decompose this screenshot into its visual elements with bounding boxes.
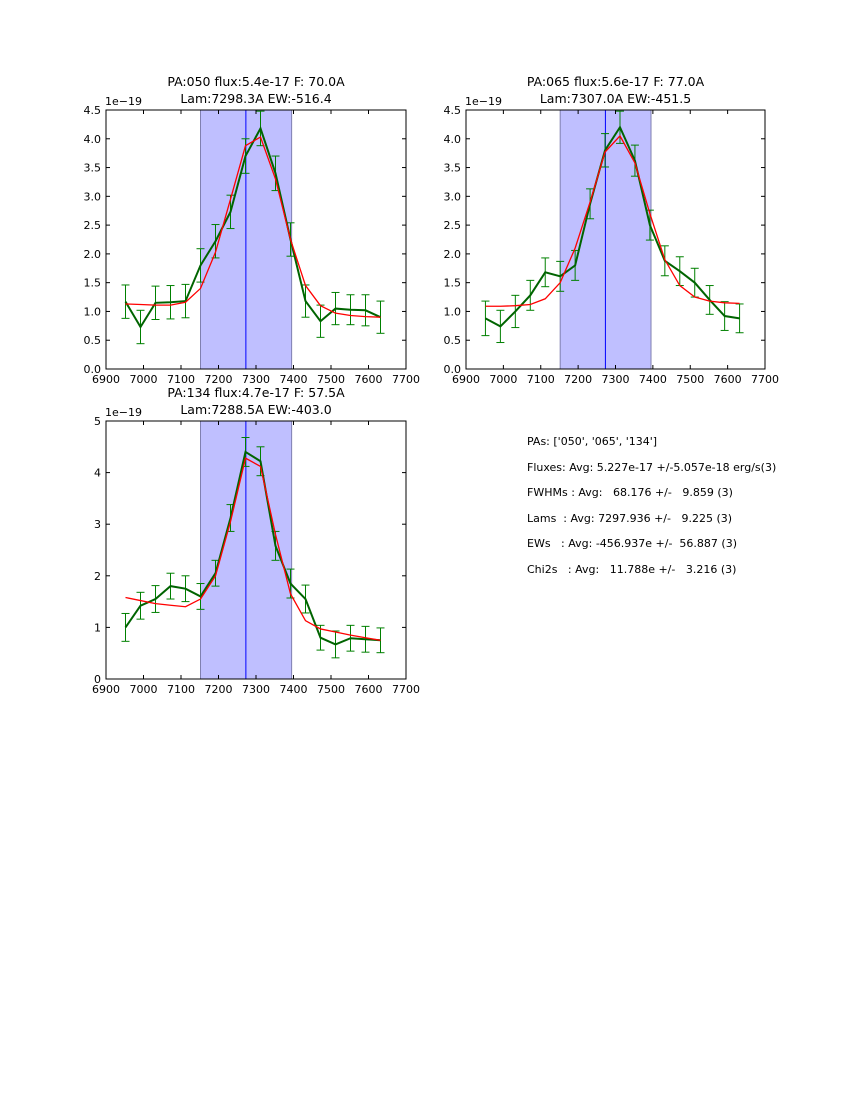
chart-title-line2: Lam:7307.0A EW:-451.5 [540,91,691,106]
y-tick-label: 4.5 [84,104,102,117]
x-tick-label: 7400 [280,683,308,696]
y-tick-label: 2 [94,570,101,583]
x-tick-label: 7200 [205,373,233,386]
x-tick-label: 6900 [452,373,480,386]
x-tick-label: 7200 [564,373,592,386]
y-tick-label: 5 [94,415,101,428]
y-tick-label: 0.0 [84,363,102,376]
y-tick-label: 1.0 [84,305,102,318]
y-tick-label: 4.0 [84,133,102,146]
y-tick-label: 3.0 [84,190,102,203]
x-tick-label: 7600 [355,683,383,696]
x-tick-label: 6900 [92,683,120,696]
x-tick-label: 7400 [280,373,308,386]
chart-title-line1: PA:134 flux:4.7e-17 F: 57.5A [167,385,345,400]
x-tick-label: 7700 [392,373,420,386]
y-offset-label: 1e−19 [105,406,142,419]
y-tick-label: 3.5 [84,162,102,175]
stats-panel: PAs: ['050', '065', '134'] Fluxes: Avg: … [527,435,776,589]
series-data-line [484,125,740,328]
x-tick-label: 7500 [317,373,345,386]
chart-title-line2: Lam:7298.3A EW:-516.4 [180,91,331,106]
chart-title-line2: Lam:7288.5A EW:-403.0 [180,402,331,417]
stats-pas: PAs: ['050', '065', '134'] [527,435,658,448]
chart-title-line1: PA:050 flux:5.4e-17 F: 70.0A [167,74,345,89]
y-tick-label: 4.5 [444,104,462,117]
x-tick-label: 7300 [242,683,270,696]
y-tick-label: 0.0 [444,363,462,376]
y-tick-label: 4 [94,467,101,480]
y-tick-label: 3.0 [444,190,462,203]
y-tick-label: 0 [94,673,101,686]
x-tick-label: 7600 [355,373,383,386]
x-tick-label: 7200 [205,683,233,696]
x-tick-label: 7100 [527,373,555,386]
x-tick-label: 7000 [130,683,158,696]
chart-3: PA:134 flux:4.7e-17 F: 57.5A Lam:7288.5A … [92,385,420,696]
series-fit-line [125,457,381,641]
chart-2: PA:065 flux:5.6e-17 F: 77.0A Lam:7307.0A … [444,74,780,386]
x-tick-label: 7600 [714,373,742,386]
stats-lams: Lams : Avg: 7297.936 +/- 9.225 (3) [527,511,733,525]
stats-ews: EWs : Avg: -456.937e +/- 56.887 (3) [527,537,737,551]
y-tick-label: 4.0 [444,133,462,146]
x-tick-label: 7700 [392,683,420,696]
x-tick-label: 7300 [242,373,270,386]
x-tick-label: 7100 [167,683,195,696]
y-tick-label: 0.5 [84,334,102,347]
x-tick-label: 7500 [317,683,345,696]
y-offset-label: 1e−19 [105,95,142,108]
series-data-line [124,450,381,646]
y-tick-label: 2.5 [444,219,462,232]
y-tick-label: 2.0 [444,248,462,261]
series-data-line [124,125,381,329]
y-tick-label: 1.5 [84,277,102,290]
stats-fwhms: FWHMs : Avg: 68.176 +/- 9.859 (3) [527,486,733,500]
x-tick-label: 7000 [130,373,158,386]
stats-fluxes: Fluxes: Avg: 5.227e-17 +/-5.057e-18 erg/… [527,460,777,474]
series-fit-line [125,136,381,318]
y-tick-label: 2.5 [84,219,102,232]
y-offset-label: 1e−19 [465,95,502,108]
x-tick-label: 7500 [676,373,704,386]
stats-chi2s: Chi2s : Avg: 11.788e +/- 3.216 (3) [527,562,737,576]
chart-title-line1: PA:065 flux:5.6e-17 F: 77.0A [527,74,705,89]
x-tick-label: 7700 [751,373,779,386]
y-tick-label: 2.0 [84,248,102,261]
series-fit-line [485,134,740,307]
y-tick-label: 0.5 [444,334,462,347]
y-tick-label: 1 [94,621,101,634]
y-tick-label: 3.5 [444,162,462,175]
x-tick-label: 7400 [639,373,667,386]
x-tick-label: 7000 [489,373,517,386]
chart-1: PA:050 flux:5.4e-17 F: 70.0A Lam:7298.3A … [84,74,421,386]
x-tick-label: 7300 [602,373,630,386]
y-tick-label: 1.0 [444,305,462,318]
x-tick-label: 6900 [92,373,120,386]
y-tick-label: 1.5 [444,277,462,290]
x-tick-label: 7100 [167,373,195,386]
y-tick-label: 3 [94,518,101,531]
